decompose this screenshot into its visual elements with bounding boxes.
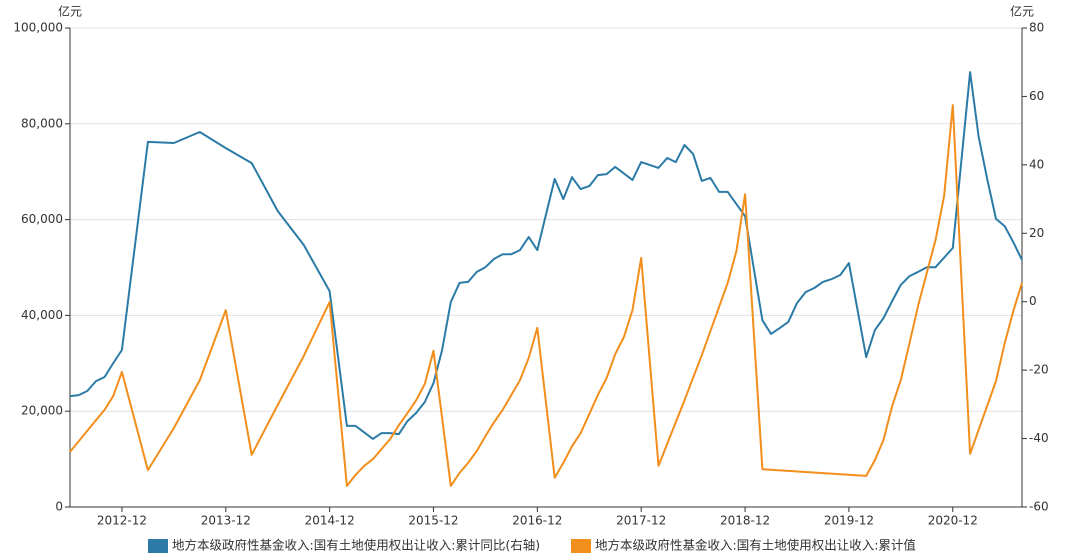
series-line — [69, 71, 1023, 440]
x-tick-label: 2017-12 — [616, 514, 666, 528]
legend-label: 地方本级政府性基金收入:国有土地使用权出让收入:累计值 — [595, 538, 916, 553]
legend-label: 地方本级政府性基金收入:国有土地使用权出让收入:累计同比(右轴) — [172, 538, 540, 553]
y-tick-label: 80,000 — [21, 116, 63, 130]
y-tick-label: 40,000 — [21, 308, 63, 322]
y-tick-label: 60,000 — [21, 212, 63, 226]
y-tick-label: 20,000 — [21, 404, 63, 418]
y-tick-label: 100,000 — [13, 21, 63, 35]
x-tick-label: 2012-12 — [97, 514, 147, 528]
x-tick-label: 2014-12 — [305, 514, 355, 528]
x-tick-label: 2013-12 — [201, 514, 251, 528]
legend-swatch — [571, 539, 591, 553]
y2-tick-label: 80 — [1029, 21, 1044, 35]
y2-tick-label: -60 — [1029, 500, 1049, 514]
y2-tick-label: -40 — [1029, 431, 1049, 445]
y2-tick-label: 0 — [1029, 294, 1037, 308]
x-tick-label: 2016-12 — [512, 514, 562, 528]
y2-unit: 亿元 — [1010, 4, 1034, 19]
legend-swatch — [148, 539, 168, 553]
x-tick-label: 2018-12 — [720, 514, 770, 528]
y2-tick-label: 60 — [1029, 89, 1044, 103]
series-line — [69, 104, 1023, 487]
x-tick-label: 2015-12 — [408, 514, 458, 528]
y2-tick-label: 40 — [1029, 157, 1044, 171]
y2-tick-label: 20 — [1029, 226, 1044, 240]
y2-tick-label: -20 — [1029, 363, 1049, 377]
y-tick-label: 0 — [55, 500, 63, 514]
x-tick-label: 2020-12 — [928, 514, 978, 528]
y-unit: 亿元 — [58, 4, 82, 19]
x-tick-label: 2019-12 — [824, 514, 874, 528]
